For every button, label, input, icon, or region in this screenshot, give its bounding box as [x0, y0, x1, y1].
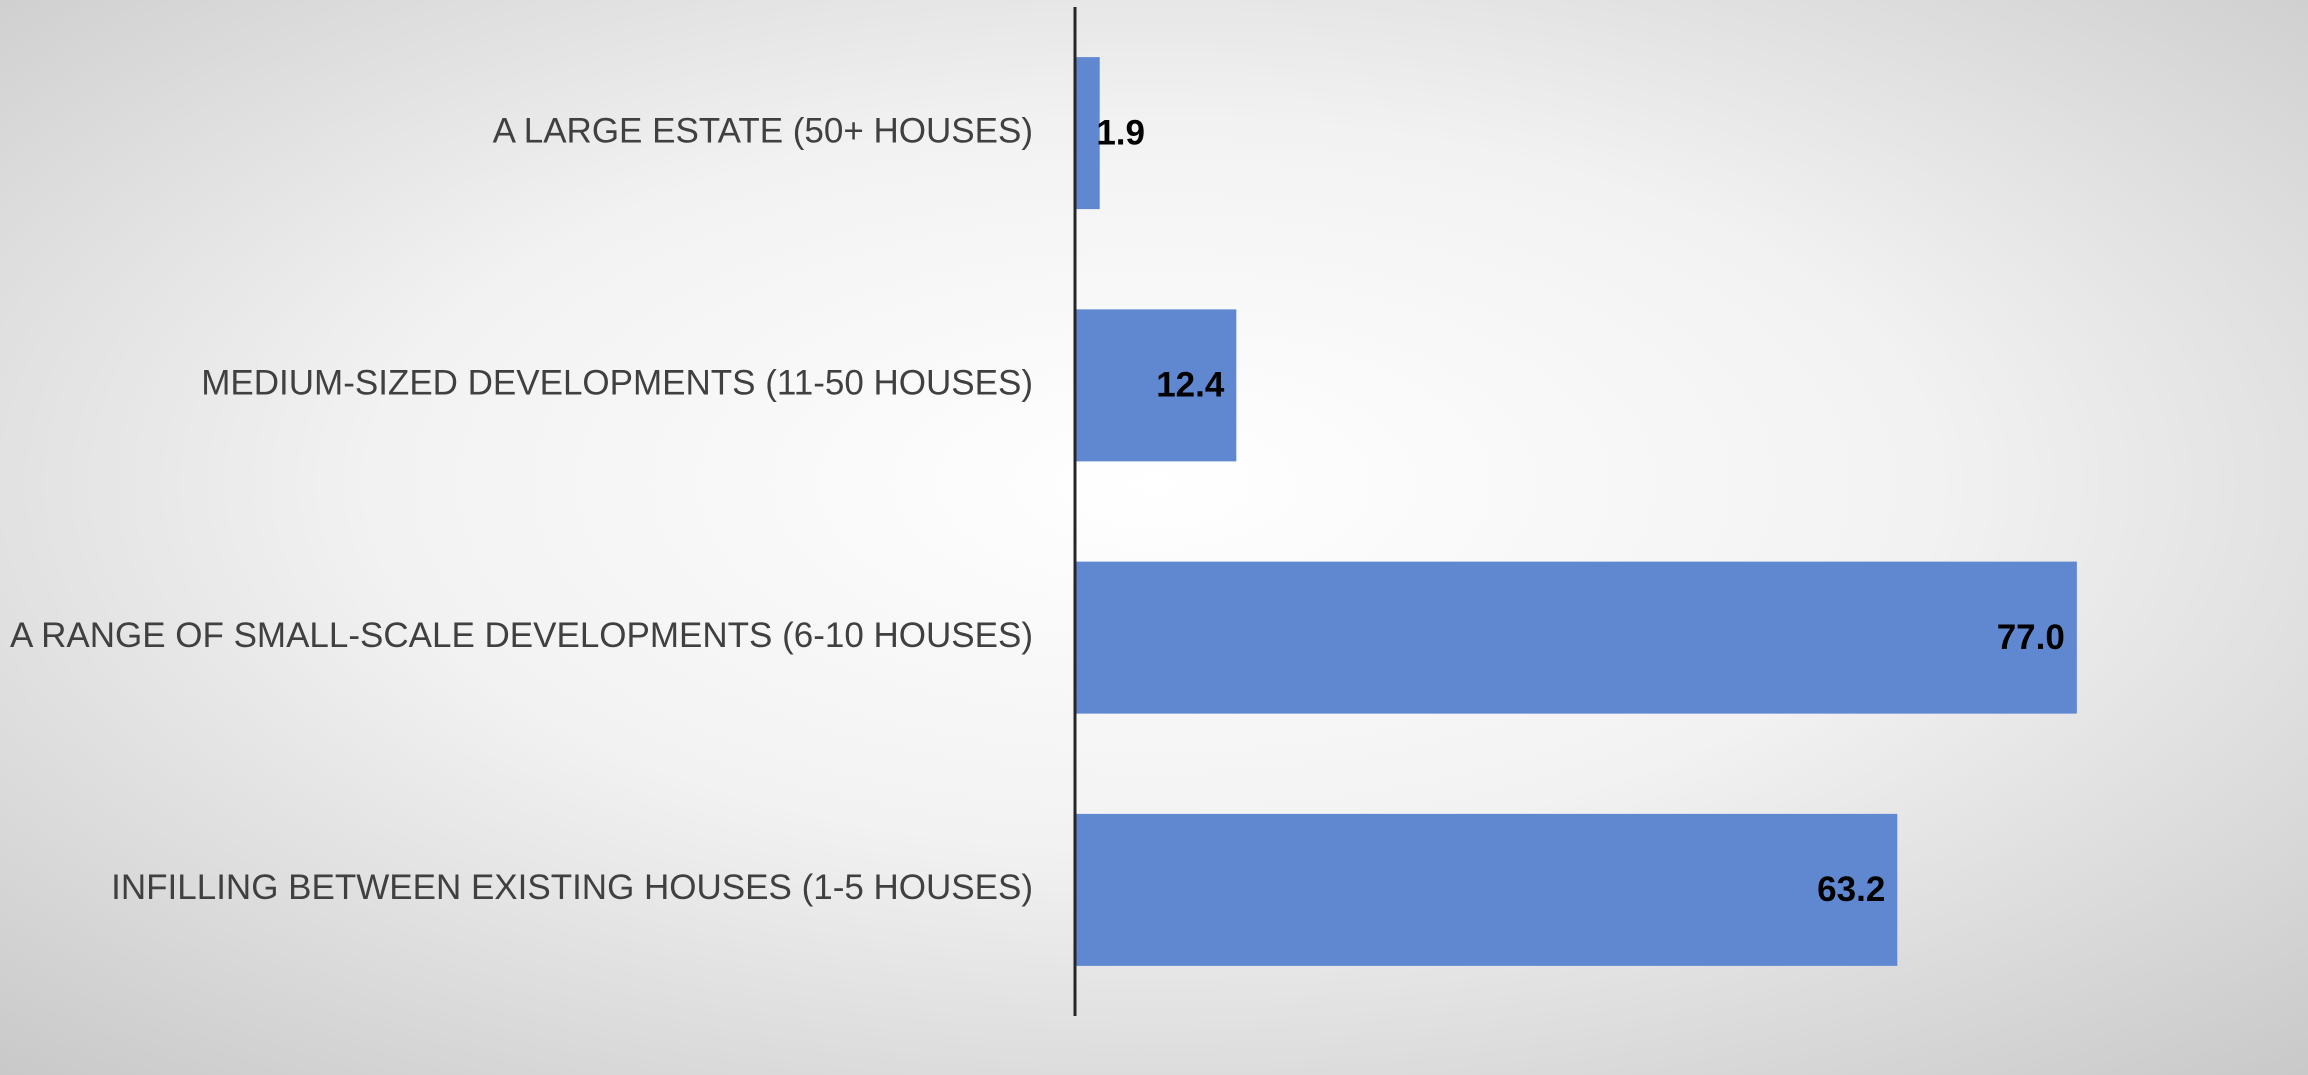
bar — [1075, 561, 2077, 714]
bar — [1075, 57, 1100, 210]
data-label: 1.9 — [1096, 113, 1145, 152]
data-label: 77.0 — [1997, 618, 2065, 657]
data-label: 12.4 — [1156, 366, 1225, 405]
labels: A LARGE ESTATE (50+ HOUSES) 1.9 MEDIUM-SIZ… — [10, 7, 2065, 1016]
category-label: A RANGE OF SMALL-SCALE DEVELOPMENTS (6-1… — [10, 616, 1033, 655]
category-label: MEDIUM-SIZED DEVELOPMENTS (11-50 HOUSES) — [201, 364, 1033, 403]
bars — [1075, 57, 2077, 966]
category-label: A LARGE ESTATE (50+ HOUSES) — [493, 111, 1033, 150]
data-label: 63.2 — [1817, 870, 1885, 909]
bar — [1075, 309, 1237, 462]
category-label: INFILLING BETWEEN EXISTING HOUSES (1-5 H… — [111, 868, 1033, 907]
bar — [1075, 813, 1898, 966]
